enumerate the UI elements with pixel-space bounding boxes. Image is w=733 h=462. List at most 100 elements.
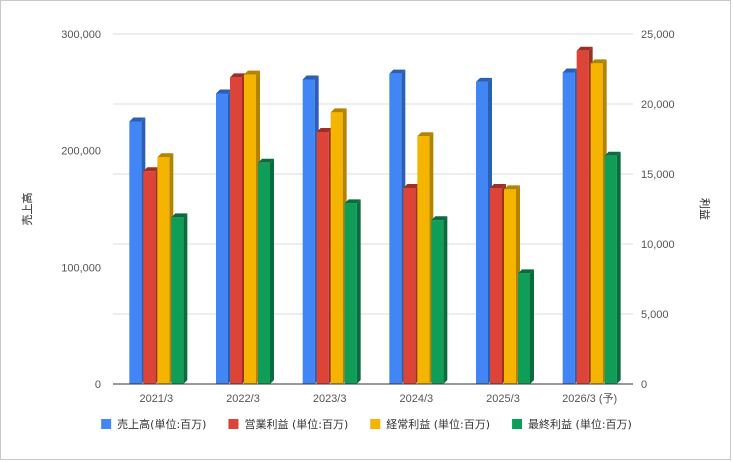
bar-4-4 <box>431 216 448 384</box>
bar-top <box>562 68 579 73</box>
bar-1-6 <box>562 68 579 384</box>
bar-1-1 <box>129 117 146 384</box>
legend: 売上高(単位:百万) 営業利益 (単位:百万) 経常利益 (単位:百万) 最終利益 (… <box>101 417 632 431</box>
bar-2-2 <box>230 73 246 385</box>
bar-side <box>530 269 534 384</box>
left-tick-label: 300,000 <box>61 29 101 41</box>
bar-2-1 <box>143 167 160 384</box>
bar-3-5 <box>504 185 520 384</box>
right-tick-label: 0 <box>641 379 647 391</box>
bar-2-3 <box>316 128 333 384</box>
bar-3-6 <box>590 59 607 385</box>
bar-top <box>244 70 260 75</box>
left-tick-label: 0 <box>95 379 101 391</box>
legend-label: 営業利益 (単位:百万) <box>244 417 348 431</box>
bar-front <box>476 81 488 384</box>
bar-front <box>403 188 416 384</box>
legend-item: 最終利益 (単位:百万) <box>512 417 632 431</box>
bar-1-4 <box>389 69 406 385</box>
right-axis-ticks: 0 5,000 10,000 15,000 20,000 25,000 <box>641 29 675 391</box>
bar-top <box>129 117 146 122</box>
bar-top <box>157 153 174 158</box>
bar-top <box>344 199 361 204</box>
bar-3-4 <box>417 132 434 384</box>
bar-front <box>157 157 170 384</box>
bar-front <box>562 72 575 384</box>
right-tick-label: 15,000 <box>641 169 675 181</box>
bar-top <box>431 216 448 221</box>
bar-2-5 <box>490 184 506 384</box>
bar-front <box>330 112 343 385</box>
bar-side <box>356 199 361 384</box>
bar-top <box>230 73 246 78</box>
legend-swatch <box>370 419 381 429</box>
legend-item: 売上高(単位:百万) <box>101 417 206 431</box>
bar-front <box>604 155 617 384</box>
bar-top <box>258 158 274 163</box>
bar-2-6 <box>576 46 593 385</box>
legend-label: 最終利益 (単位:百万) <box>528 417 632 431</box>
bar-front <box>518 273 530 384</box>
right-tick-label: 20,000 <box>641 99 675 111</box>
bar-top <box>490 184 506 188</box>
bar-3-3 <box>330 108 347 385</box>
bar-top <box>143 167 160 172</box>
gridlines <box>113 33 633 315</box>
left-axis-ticks: 0 100,000 200,000 300,000 <box>61 29 101 391</box>
bar-side <box>616 151 621 384</box>
bar-side <box>270 158 274 384</box>
bar-front <box>143 171 156 384</box>
bar-top <box>476 77 492 82</box>
left-axis-title: 売上高 <box>20 193 34 226</box>
bar-1-3 <box>302 75 319 384</box>
bar-front <box>417 136 430 384</box>
bar-top <box>518 269 534 274</box>
bar-top <box>417 132 434 137</box>
legend-label: 売上高(単位:百万) <box>117 417 206 431</box>
left-tick-label: 100,000 <box>61 262 101 274</box>
bar-4-6 <box>604 151 621 384</box>
bar-front <box>302 79 315 384</box>
bar-top <box>316 128 333 132</box>
bar-front <box>171 217 184 384</box>
bar-top <box>576 46 593 51</box>
bar-front <box>590 63 603 385</box>
bar-top <box>216 89 232 94</box>
bar-front <box>230 77 242 385</box>
x-axis-labels: 2021/3 2022/3 2023/3 2024/3 2025/3 2026/3 (予) <box>140 392 618 405</box>
x-tick-label: 2022/3 <box>226 393 260 405</box>
bar-front <box>244 74 256 384</box>
bar-1-5 <box>476 77 492 384</box>
right-axis-title: 利益 <box>698 198 712 220</box>
bar-1-2 <box>216 89 232 384</box>
bar-front <box>129 121 142 384</box>
legend-swatch <box>228 419 239 429</box>
bar-front <box>216 93 228 384</box>
bar-top <box>171 213 188 218</box>
x-tick-label: 2021/3 <box>140 393 174 405</box>
x-tick-label: 2025/3 <box>486 393 520 405</box>
x-tick-label: 2024/3 <box>400 393 434 405</box>
bar-front <box>504 189 516 384</box>
legend-item: 経常利益 (単位:百万) <box>370 417 490 431</box>
bar-front <box>316 132 329 384</box>
bar-2-4 <box>403 184 420 384</box>
bar-4-3 <box>344 199 361 384</box>
right-tick-label: 25,000 <box>641 29 675 41</box>
bar-front <box>258 162 270 384</box>
bar-top <box>604 151 621 156</box>
bar-front <box>344 203 357 384</box>
x-tick-label: 2023/3 <box>313 393 347 405</box>
right-tick-label: 10,000 <box>641 239 675 251</box>
bar-3-2 <box>244 70 260 384</box>
legend-swatch <box>512 419 523 429</box>
bar-top <box>302 75 319 80</box>
legend-label: 経常利益 (単位:百万) <box>386 417 490 431</box>
bar-front <box>431 220 444 384</box>
bar-front <box>490 188 502 384</box>
legend-swatch <box>101 419 112 429</box>
bar-top <box>389 69 406 74</box>
x-tick-label: 2026/3 (予) <box>562 392 617 405</box>
